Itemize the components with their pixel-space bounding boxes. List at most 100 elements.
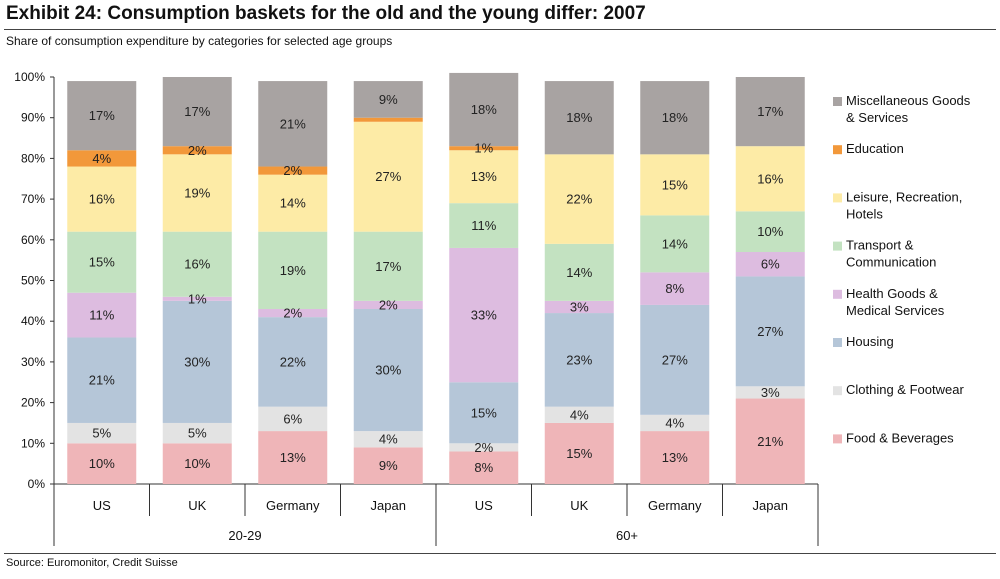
y-tick-label: 20% [21, 396, 45, 410]
bar-segment [258, 81, 328, 167]
bar-segment [735, 146, 805, 212]
bar-segment [640, 215, 710, 273]
bar-segment [67, 81, 137, 151]
x-tick-label: UK [188, 498, 206, 513]
data-label: 16% [184, 257, 210, 272]
y-tick-label: 40% [21, 314, 45, 328]
y-tick-label: 60% [21, 233, 45, 247]
bar-segment [544, 154, 614, 244]
data-label: 30% [375, 363, 401, 378]
bar-segment [258, 174, 328, 232]
bar-segment [735, 398, 805, 484]
bar-segment [162, 77, 232, 147]
bar-segment [353, 121, 423, 232]
data-label: 33% [471, 308, 497, 323]
bar-segment [449, 443, 519, 452]
bar-segment [544, 81, 614, 155]
data-label: 11% [89, 308, 114, 323]
data-label: 14% [280, 196, 306, 211]
bar-segment [640, 431, 710, 484]
data-label: 18% [662, 110, 688, 125]
y-tick-label: 90% [21, 111, 45, 125]
footer-divider [4, 553, 996, 554]
data-label: 30% [184, 354, 210, 369]
legend-swatch [833, 193, 842, 203]
legend-swatch [833, 434, 842, 444]
data-label: 3% [761, 385, 780, 400]
legend-swatch [833, 145, 842, 155]
x-tick-label: Japan [371, 498, 406, 513]
x-tick-label: Germany [266, 498, 320, 513]
data-label: 9% [379, 92, 398, 107]
x-tick-label: Japan [753, 498, 788, 513]
bar-segment [640, 154, 710, 216]
bar-segment [735, 276, 805, 387]
group-label: 20-29 [228, 528, 261, 543]
title-divider [4, 29, 996, 30]
data-label: 15% [471, 405, 497, 420]
legend-swatch [833, 97, 842, 106]
bar-segment [449, 150, 519, 204]
bar-segment [449, 203, 519, 248]
bar-segment [258, 231, 328, 309]
legend-swatch [833, 386, 842, 396]
data-label: 8% [665, 281, 684, 296]
data-label: 2% [379, 297, 398, 312]
data-label: 27% [662, 352, 688, 367]
axis-layer: 0% 10% 20% 30% 40% 50% 60% 70% 80% 90% 100% US UK Ger… [14, 70, 819, 546]
bar-segment [162, 296, 232, 301]
data-label: 27% [375, 169, 401, 184]
bar-segment [67, 231, 137, 293]
bar-segment [67, 443, 137, 484]
y-tick-label: 0% [28, 477, 46, 491]
data-label-layer: 10% 10% 13% 9% 8% 15% 13% 21% 5% 5% 6% 4% 2% 4% 4% 3% 21… [89, 92, 784, 475]
bar-segment [67, 337, 137, 423]
bar-segment [735, 386, 805, 399]
bar-segment [544, 243, 614, 301]
legend-label: Hotels [846, 206, 883, 221]
bar-segment [162, 300, 232, 423]
data-label: 14% [662, 236, 688, 251]
bar-segment [162, 231, 232, 297]
data-label: 15% [89, 255, 115, 270]
data-label: 2% [283, 306, 302, 321]
legend-label: Medical Services [846, 303, 945, 318]
data-label: 18% [566, 110, 592, 125]
data-label: 21% [280, 116, 306, 131]
bar-segment [162, 422, 232, 444]
data-label: 22% [280, 354, 306, 369]
data-label: 4% [665, 415, 684, 430]
bar-segment [640, 272, 710, 305]
data-label: 13% [280, 450, 306, 465]
legend-swatch [833, 241, 842, 251]
x-tick-label: US [93, 498, 111, 513]
data-label: 22% [566, 192, 592, 207]
data-label: 13% [662, 450, 688, 465]
data-label: 21% [89, 373, 115, 388]
bar-segment [67, 166, 137, 232]
bar-segment [640, 414, 710, 432]
data-label: 10% [89, 456, 115, 471]
data-label: 13% [471, 169, 497, 184]
chart-title: Exhibit 24: Consumption baskets for the … [6, 3, 646, 24]
bar-segment [353, 431, 423, 448]
data-label: 8% [474, 460, 493, 475]
legend-label: Leisure, Recreation, [846, 189, 962, 204]
bar-segment [162, 154, 232, 232]
data-label: 17% [757, 104, 783, 119]
bar-segment [258, 317, 328, 407]
bar-segment [544, 313, 614, 407]
y-tick-label: 100% [14, 70, 45, 84]
bar-segment [353, 308, 423, 432]
bar-layer [67, 72, 805, 484]
bar-segment [258, 166, 328, 175]
bar-segment [353, 447, 423, 484]
data-label: 19% [184, 185, 210, 200]
bar-segment [449, 382, 519, 444]
bar-segment [640, 304, 710, 415]
legend-label: Miscellaneous Goods [846, 93, 971, 108]
legend-label: Transport & [846, 238, 914, 253]
bar-segment [162, 146, 232, 155]
bar-segment [449, 146, 519, 151]
bar-segment [162, 443, 232, 484]
